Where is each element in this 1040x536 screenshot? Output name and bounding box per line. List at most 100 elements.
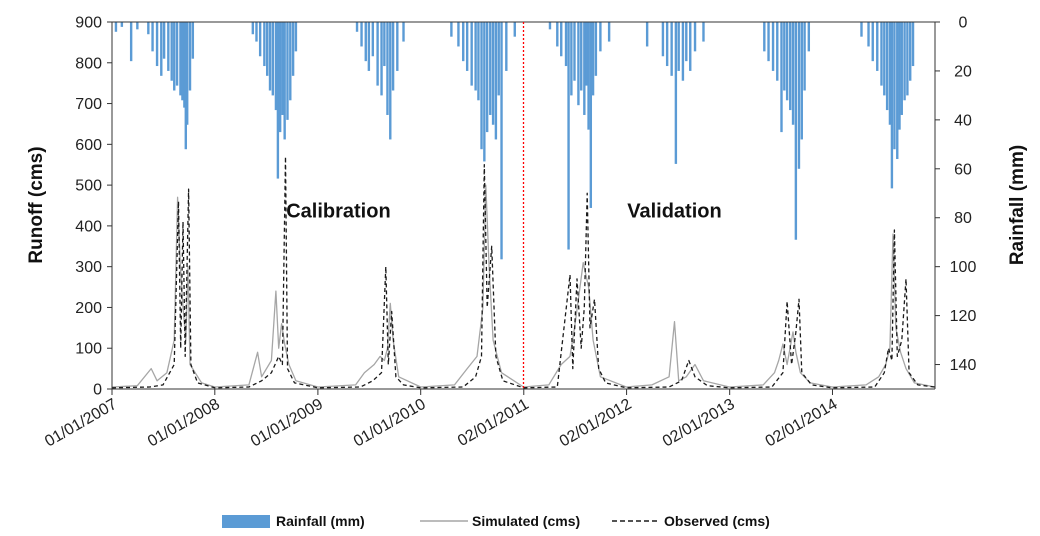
rainfall-bar — [594, 22, 598, 76]
rainfall-bar — [386, 22, 389, 115]
rainfall-bar — [389, 22, 392, 140]
rainfall-bar — [283, 22, 286, 140]
rainfall-bar — [170, 22, 173, 81]
rainfall-bar — [186, 22, 189, 125]
rainfall-bar — [162, 22, 166, 59]
y-tick-label-right: 120 — [950, 308, 977, 325]
rainfall-bars — [114, 22, 915, 260]
rainfall-bar — [263, 22, 266, 67]
rainfall-bar — [583, 22, 586, 115]
rainfall-bar — [286, 22, 289, 120]
rainfall-bar — [183, 22, 186, 108]
rainfall-bar — [371, 22, 375, 57]
rainfall-bar — [785, 22, 789, 101]
rainfall-bar — [789, 22, 792, 111]
rainfall-bar — [577, 22, 580, 106]
rainfall-bar — [783, 22, 786, 91]
legend-rainfall-swatch — [222, 515, 270, 528]
y-tick-label-right: 20 — [954, 63, 972, 80]
rainfall-bar — [564, 22, 568, 67]
rainfall-bar — [291, 22, 295, 76]
rainfall-bar — [693, 22, 697, 52]
rainfall-bar — [114, 22, 118, 32]
rainfall-bar — [896, 22, 899, 160]
rainfall-bar — [289, 22, 292, 101]
rainfall-bar — [903, 22, 906, 101]
rainfall-bar — [587, 22, 590, 130]
rainfall-bar — [278, 22, 282, 133]
y-tick-label-left: 200 — [75, 300, 102, 317]
rainfall-bar — [450, 22, 453, 37]
legend-simulated-label: Simulated (cms) — [472, 513, 580, 529]
rainfall-bar — [380, 22, 383, 96]
legend: Rainfall (mm) Simulated (cms) Observed (… — [222, 513, 770, 529]
rainfall-bar — [179, 22, 182, 96]
rainfall-bar — [258, 22, 262, 57]
y-tick-label-left: 900 — [75, 15, 102, 32]
rainfall-bar — [494, 22, 498, 140]
rainfall-bar — [674, 22, 678, 164]
rainfall-bar — [294, 22, 298, 52]
x-tick-label: 02/01/2011 — [455, 396, 532, 450]
rainfall-bar — [771, 22, 775, 71]
rainfall-bar — [807, 22, 811, 52]
rainfall-bar — [702, 22, 705, 42]
x-tick-label: 01/01/2010 — [351, 396, 429, 451]
rainfall-bar — [556, 22, 559, 47]
rainfall-bar — [470, 22, 473, 86]
rainfall-bar — [871, 22, 874, 62]
rainfall-bar — [491, 22, 495, 125]
rainfall-bar — [489, 22, 492, 115]
rainfall-bar — [173, 22, 176, 91]
rainfall-bar — [175, 22, 179, 86]
rainfall-bar — [271, 22, 275, 96]
rainfall-bar — [645, 22, 649, 47]
y-tick-label-right: 100 — [950, 259, 977, 276]
rainfall-bar — [677, 22, 680, 71]
rainfall-bar — [360, 22, 363, 47]
rainfall-bar — [151, 22, 154, 52]
rainfall-bar — [364, 22, 367, 62]
rainfall-bar — [567, 22, 570, 250]
rainfall-bar — [383, 22, 386, 67]
rainfall-bar — [893, 22, 896, 150]
rainfall-bar — [670, 22, 673, 76]
rainfall-bar — [480, 22, 483, 150]
rainfall-bar — [136, 22, 139, 30]
y-tick-label-left: 100 — [75, 341, 102, 358]
y-tick-label-right: 60 — [954, 161, 972, 178]
rainfall-bar — [505, 22, 508, 71]
rainfall-bar — [483, 22, 486, 162]
rainfall-bar — [585, 22, 588, 86]
rainfall-bar — [560, 22, 563, 57]
y-tick-label-left: 800 — [75, 55, 102, 72]
rainfall-bar — [599, 22, 602, 52]
rainfall-bar — [885, 22, 889, 111]
rainfall-bar — [767, 22, 770, 62]
rainfall-bar — [906, 22, 909, 96]
rainfall-bar — [876, 22, 879, 71]
rainfall-bar — [500, 22, 503, 260]
y-tick-label-right: 0 — [959, 15, 968, 32]
rainfall-bar — [255, 22, 258, 42]
annotation-validation: Validation — [627, 201, 721, 223]
rainfall-bar — [188, 22, 192, 91]
rainfall-bar — [685, 22, 688, 62]
rainfall-bar — [265, 22, 269, 76]
rainfall-bar — [681, 22, 685, 81]
rainfall-bar — [867, 22, 870, 47]
rainfall-bar — [800, 22, 803, 140]
rainfall-bar — [457, 22, 460, 47]
rainfall-bar — [591, 22, 595, 96]
rainfall-bar — [883, 22, 886, 96]
rainfall-bar — [900, 22, 903, 115]
x-tick-label: 02/01/2013 — [660, 396, 738, 451]
rainfall-bar — [191, 22, 195, 59]
rainfall-bar — [268, 22, 272, 91]
rainfall-bar — [763, 22, 766, 52]
y-tick-label-left: 600 — [75, 137, 102, 154]
rainfall-bar — [803, 22, 806, 91]
y-tick-label-left: 0 — [93, 382, 102, 399]
rainfall-bar — [477, 22, 480, 101]
